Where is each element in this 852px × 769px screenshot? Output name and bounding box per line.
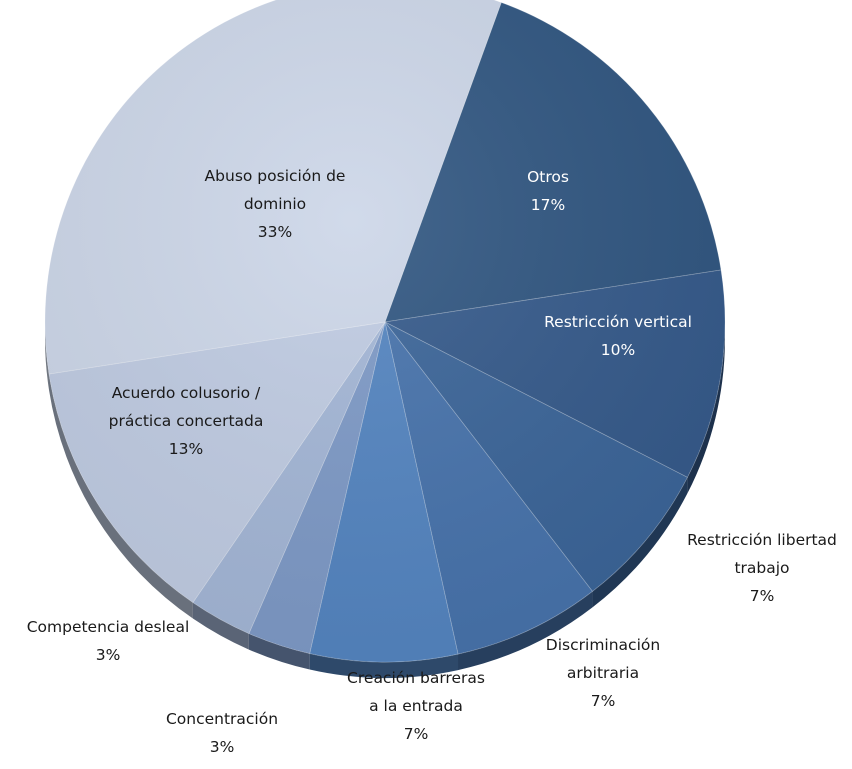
pie-category-label: Otros	[527, 168, 569, 186]
pie-value-label: 17%	[531, 196, 565, 214]
pie-category-label: Discriminación	[546, 636, 660, 654]
pie-label-competencia-desleal: Competencia desleal 3%	[27, 618, 190, 664]
pie-value-label: 3%	[96, 646, 121, 664]
pie-label-concentracion: Concentración 3%	[166, 710, 278, 756]
pie-category-label: Acuerdo colusorio /	[112, 384, 261, 402]
pie-value-label: 3%	[210, 738, 235, 756]
pie-category-label: trabajo	[734, 559, 789, 577]
pie-category-label: Concentración	[166, 710, 278, 728]
pie-label-restriccion-vertical: Restricción vertical 10%	[544, 313, 692, 359]
pie-value-label: 13%	[169, 440, 203, 458]
pie-category-label: Abuso posición de	[205, 167, 346, 185]
pie-label-acuerdo-colusorio-practica-concertada: Acuerdo colusorio / práctica concertada 13…	[109, 384, 264, 458]
pie-labels-layer: Otros 17%Restricción vertical 10%Restricci…	[27, 167, 837, 756]
pie-category-label: práctica concertada	[109, 412, 264, 430]
pie-label-restriccion-libertad-trabajo: Restricción libertad trabajo 7%	[687, 531, 837, 605]
pie-label-abuso-posicion-de-dominio: Abuso posición de dominio 33%	[205, 167, 346, 241]
pie-label-otros: Otros 17%	[527, 168, 569, 214]
pie-label-creacion-barreras-a-la-entrada: Creación barreras a la entrada 7%	[347, 669, 485, 743]
pie-category-label: arbitraria	[567, 664, 639, 682]
pie-value-label: 7%	[591, 692, 616, 710]
pie-value-label: 33%	[258, 223, 292, 241]
pie-category-label: Competencia desleal	[27, 618, 190, 636]
pie-category-label: Restricción libertad	[687, 531, 837, 549]
pie-category-label: Creación barreras	[347, 669, 485, 687]
pie-value-label: 7%	[750, 587, 775, 605]
pie-value-label: 10%	[601, 341, 635, 359]
pie-top-layer	[44, 0, 726, 663]
pie-value-label: 7%	[404, 725, 429, 743]
pie-category-label: Restricción vertical	[544, 313, 692, 331]
pie-category-label: a la entrada	[369, 697, 463, 715]
pie-side-creacion-barreras-a-la-entrada	[309, 653, 459, 678]
pie-label-discriminacion-arbitraria: Discriminación arbitraria 7%	[546, 636, 660, 710]
pie-category-label: dominio	[244, 195, 306, 213]
